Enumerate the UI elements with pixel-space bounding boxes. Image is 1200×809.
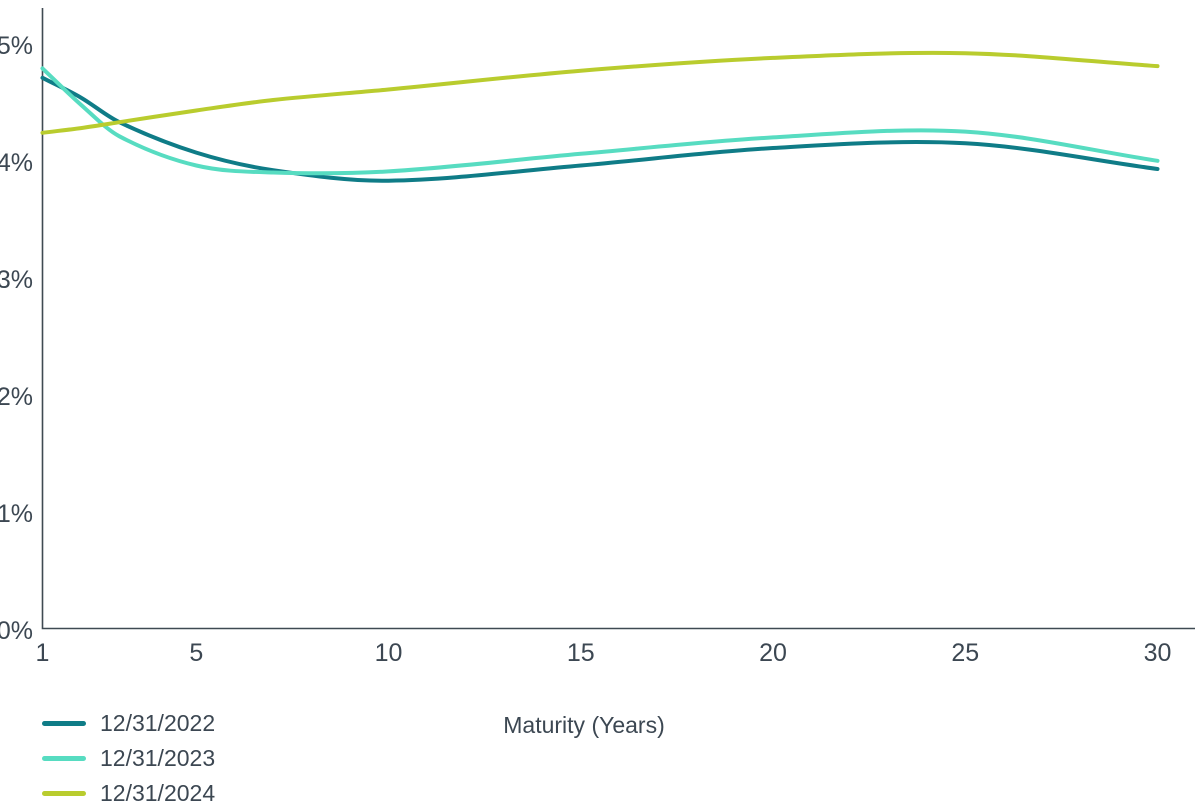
legend: 12/31/2022 12/31/2023 12/31/2024 xyxy=(42,711,215,809)
x-tick-label: 5 xyxy=(189,639,203,667)
legend-item: 12/31/2024 xyxy=(42,781,215,805)
y-tick-label: 0% xyxy=(0,617,33,645)
x-tick-label: 1 xyxy=(36,639,50,667)
x-axis-title: Maturity (Years) xyxy=(503,712,665,738)
y-tick-label: 4% xyxy=(0,149,33,177)
axis-lines xyxy=(41,8,1195,630)
legend-swatch-icon xyxy=(42,790,86,796)
series-line-12-31-2023 xyxy=(40,66,1160,176)
legend-label: 12/31/2023 xyxy=(100,745,216,771)
legend-swatch-icon xyxy=(42,720,86,726)
series-line-12-31-2024 xyxy=(40,50,1160,135)
legend-item: 12/31/2023 xyxy=(42,746,215,770)
x-tick-label: 15 xyxy=(567,639,595,667)
x-tick-label: 30 xyxy=(1144,639,1172,667)
y-tick-label: 1% xyxy=(0,500,33,528)
y-tick-label: 5% xyxy=(0,32,33,60)
y-tick-label: 2% xyxy=(0,383,33,411)
x-tick-label: 10 xyxy=(375,639,403,667)
legend-item: 12/31/2022 xyxy=(42,711,215,735)
legend-swatch-icon xyxy=(42,755,86,761)
yield-curve-plot: 0%1%2%3%4%5%1 5 10 15 20 25 30 xyxy=(0,8,1195,667)
x-tick-label: 25 xyxy=(951,639,979,667)
legend-label: 12/31/2022 xyxy=(100,710,216,736)
y-tick-label: 3% xyxy=(0,266,33,294)
legend-label: 12/31/2024 xyxy=(100,780,216,806)
series-line-12-31-2022 xyxy=(40,75,1160,183)
x-tick-label: 20 xyxy=(759,639,787,667)
